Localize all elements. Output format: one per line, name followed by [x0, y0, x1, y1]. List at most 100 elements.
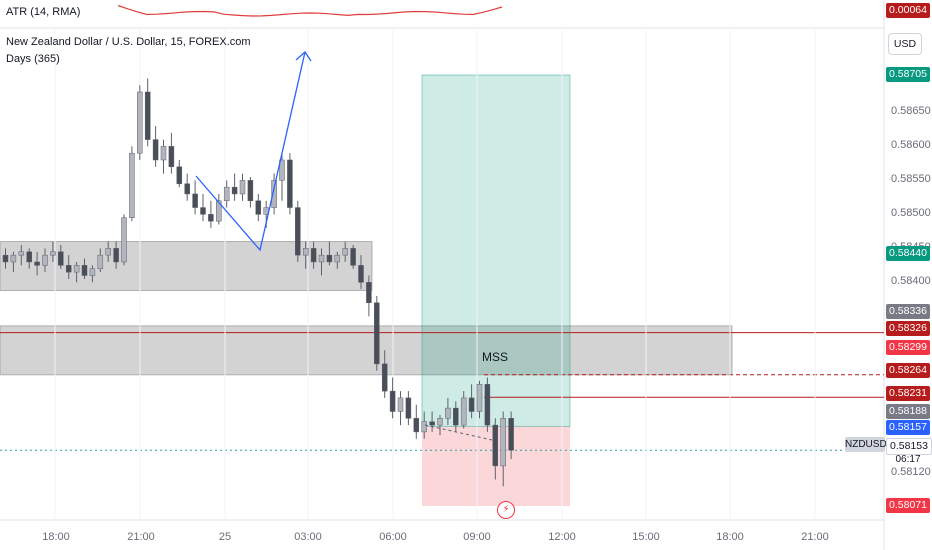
atr-indicator-label: ATR (14, RMA) [6, 6, 81, 18]
candle-body [381, 363, 388, 392]
price-tag: 0.58157 [886, 420, 930, 435]
time-tick-label: 03:00 [294, 531, 322, 543]
price-tick-label: 0.58650 [891, 105, 931, 118]
candle-body [89, 268, 96, 276]
time-tick-label: 18:00 [716, 531, 744, 543]
candle-body [492, 424, 499, 467]
price-tick-label: 0.58400 [891, 275, 931, 288]
candle-body [184, 183, 190, 195]
candle-body [445, 407, 451, 419]
supply-demand-zone [0, 241, 373, 292]
candle-body [192, 193, 198, 208]
candle-body [508, 418, 514, 451]
candle-body [137, 91, 143, 154]
bar-countdown: 06:17 [895, 454, 921, 465]
candle-body [10, 254, 17, 263]
candle-body [73, 265, 80, 273]
price-tag: 0.58326 [886, 321, 930, 336]
candle-body [350, 248, 356, 266]
candle-body [208, 214, 214, 222]
price-tick-label: 0.58550 [891, 173, 931, 186]
price-tick-label: 0.58120 [891, 465, 931, 478]
candle-body [310, 248, 317, 263]
time-tick-label: 18:00 [42, 531, 70, 543]
arrow-head [295, 51, 312, 62]
candle-body [453, 407, 459, 426]
mss-annotation: MSS [482, 350, 509, 364]
price-tag: 0.58264 [886, 363, 930, 378]
candle-body [366, 282, 372, 303]
price-tick-label: 0.58600 [891, 139, 931, 152]
candle-body [176, 166, 183, 185]
candle-body [152, 139, 159, 161]
price-tick-label: 0.58500 [891, 207, 931, 220]
time-tick-label: 21:00 [127, 531, 155, 543]
candle-body [468, 397, 475, 412]
candle-body [81, 265, 88, 276]
price-tag: 0.58705 [886, 67, 930, 82]
supply-demand-zone [0, 325, 733, 376]
candle-body [476, 384, 483, 412]
candle-body [160, 146, 167, 161]
projection-line [195, 51, 306, 252]
time-tick-label: 06:00 [379, 531, 407, 543]
candle-body [129, 152, 135, 219]
candle-body [437, 418, 443, 426]
candle-body [121, 217, 127, 263]
candle-body [342, 248, 348, 256]
candle-body [374, 302, 380, 365]
candle-body [405, 397, 412, 419]
price-tag: 0.58153 [886, 438, 932, 455]
time-tick-label: 25 [218, 531, 232, 543]
price-tag: 0.58299 [886, 340, 930, 355]
candle-body [295, 207, 301, 256]
candle-body [484, 384, 491, 426]
symbol-price-tag: NZDUSD [845, 437, 887, 452]
candle-body [65, 265, 72, 273]
candle-body [97, 254, 104, 269]
symbol-title[interactable]: New Zealand Dollar / U.S. Dollar, 15, FO… [6, 36, 251, 48]
candle-body [279, 159, 285, 181]
candle-body [334, 254, 341, 263]
candle-body [429, 421, 435, 426]
range-label: Days (365) [6, 53, 60, 65]
candle-body [144, 91, 151, 140]
candle-body [223, 186, 230, 202]
candle-body [271, 180, 277, 208]
candle-body [2, 254, 9, 263]
candle-body [389, 390, 396, 412]
candle-body [231, 186, 238, 195]
price-tag: 0.58231 [886, 386, 930, 401]
candle-body [287, 159, 293, 208]
candle-body [200, 207, 206, 215]
price-tag: 0.00064 [886, 3, 930, 18]
candle-body [168, 146, 175, 168]
candle-body [105, 248, 111, 256]
time-tick-label: 15:00 [632, 531, 660, 543]
candle-body [50, 251, 56, 256]
candle-body [413, 418, 420, 433]
price-tag: 0.58336 [886, 304, 930, 319]
candle-body [216, 200, 222, 222]
currency-button[interactable]: USD [888, 33, 922, 55]
lightning-icon[interactable]: ⚡ [497, 501, 515, 519]
candle-body [421, 421, 427, 433]
candle-body [397, 397, 404, 412]
price-tag: 0.58071 [886, 498, 930, 513]
position-target-zone [421, 74, 571, 427]
candle-body [42, 254, 48, 266]
candle-body [34, 261, 40, 266]
candle-body [326, 254, 333, 263]
candle-body [500, 418, 506, 467]
candle-body [302, 248, 309, 256]
candle-body [247, 180, 254, 202]
candle-body [113, 248, 119, 263]
candle-body [460, 397, 467, 426]
candle-body [318, 254, 325, 263]
candle-body [26, 251, 32, 263]
candle-body [255, 200, 262, 215]
atr-line [117, 4, 503, 17]
time-tick-label: 21:00 [801, 531, 829, 543]
price-tag: 0.58440 [886, 246, 930, 261]
